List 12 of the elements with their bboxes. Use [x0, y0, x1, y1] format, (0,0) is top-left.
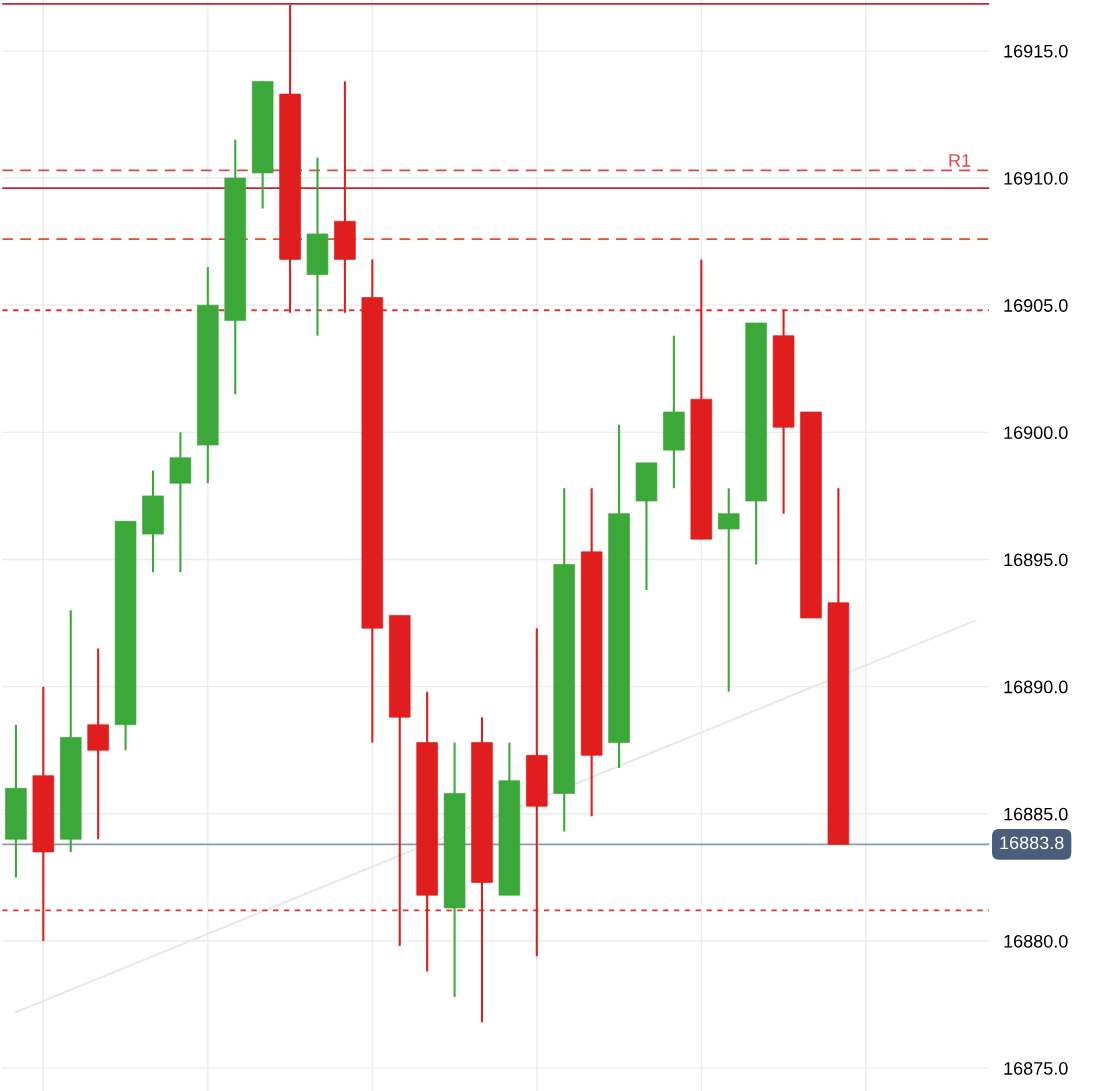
- y-tick-label: 16905.0: [1004, 299, 1068, 312]
- y-tick-label: 16910.0: [1004, 171, 1068, 185]
- ref-line-label: R1: [949, 154, 971, 167]
- ref-line-label: 16883.8: [1000, 836, 1064, 850]
- y-tick-label: 16880.0: [1004, 934, 1068, 948]
- y-tick-label: 16915.0: [1004, 44, 1068, 58]
- y-tick-label: 16885.0: [1004, 807, 1068, 821]
- y-tick-label: 16900.0: [1004, 426, 1068, 440]
- y-tick-label: 16895.0: [1004, 553, 1068, 567]
- candlestick: [717, 487, 740, 693]
- y-tick-label: 16875.0: [1004, 1062, 1068, 1075]
- y-tick-label: 16890.0: [1004, 680, 1068, 694]
